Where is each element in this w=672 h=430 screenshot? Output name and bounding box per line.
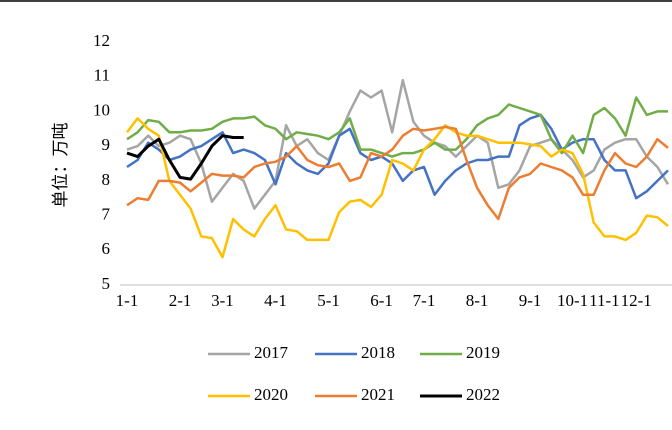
x-tick-label: 4-1: [264, 291, 287, 310]
y-tick-label: 12: [93, 31, 110, 50]
x-tick-label: 10-1: [557, 291, 588, 310]
legend-label: 2020: [254, 385, 288, 404]
y-tick-label: 5: [102, 274, 111, 293]
x-tick-label: 3-1: [211, 291, 234, 310]
x-tick-label: 1-1: [116, 291, 139, 310]
y-tick-label: 7: [102, 204, 111, 223]
series-line: [126, 134, 244, 181]
series-line: [126, 96, 668, 158]
series-line: [126, 117, 669, 259]
series-line: [126, 113, 669, 200]
x-tick-label: 11-1: [589, 291, 620, 310]
x-tick-label: 9-1: [519, 291, 542, 310]
x-tick-label: 12-1: [621, 291, 652, 310]
series-line: [126, 125, 669, 221]
legend-label: 2022: [466, 385, 500, 404]
legend-label: 2017: [254, 343, 289, 362]
x-tick-label: 5-1: [317, 291, 340, 310]
y-tick-label: 6: [102, 239, 111, 258]
y-tick-label: 9: [102, 135, 111, 154]
y-tick-label: 10: [93, 100, 110, 119]
legend-label: 2019: [466, 343, 500, 362]
legend-label: 2018: [361, 343, 395, 362]
x-tick-label: 8-1: [466, 291, 489, 310]
series-line: [126, 78, 670, 210]
y-tick-label: 11: [94, 66, 110, 85]
y-tick-label: 8: [102, 170, 111, 189]
x-tick-label: 7-1: [413, 291, 436, 310]
legend-label: 2021: [361, 385, 395, 404]
y-axis-label: 单位：万吨: [51, 123, 70, 208]
x-tick-label: 6-1: [370, 291, 393, 310]
x-tick-label: 2-1: [169, 291, 192, 310]
